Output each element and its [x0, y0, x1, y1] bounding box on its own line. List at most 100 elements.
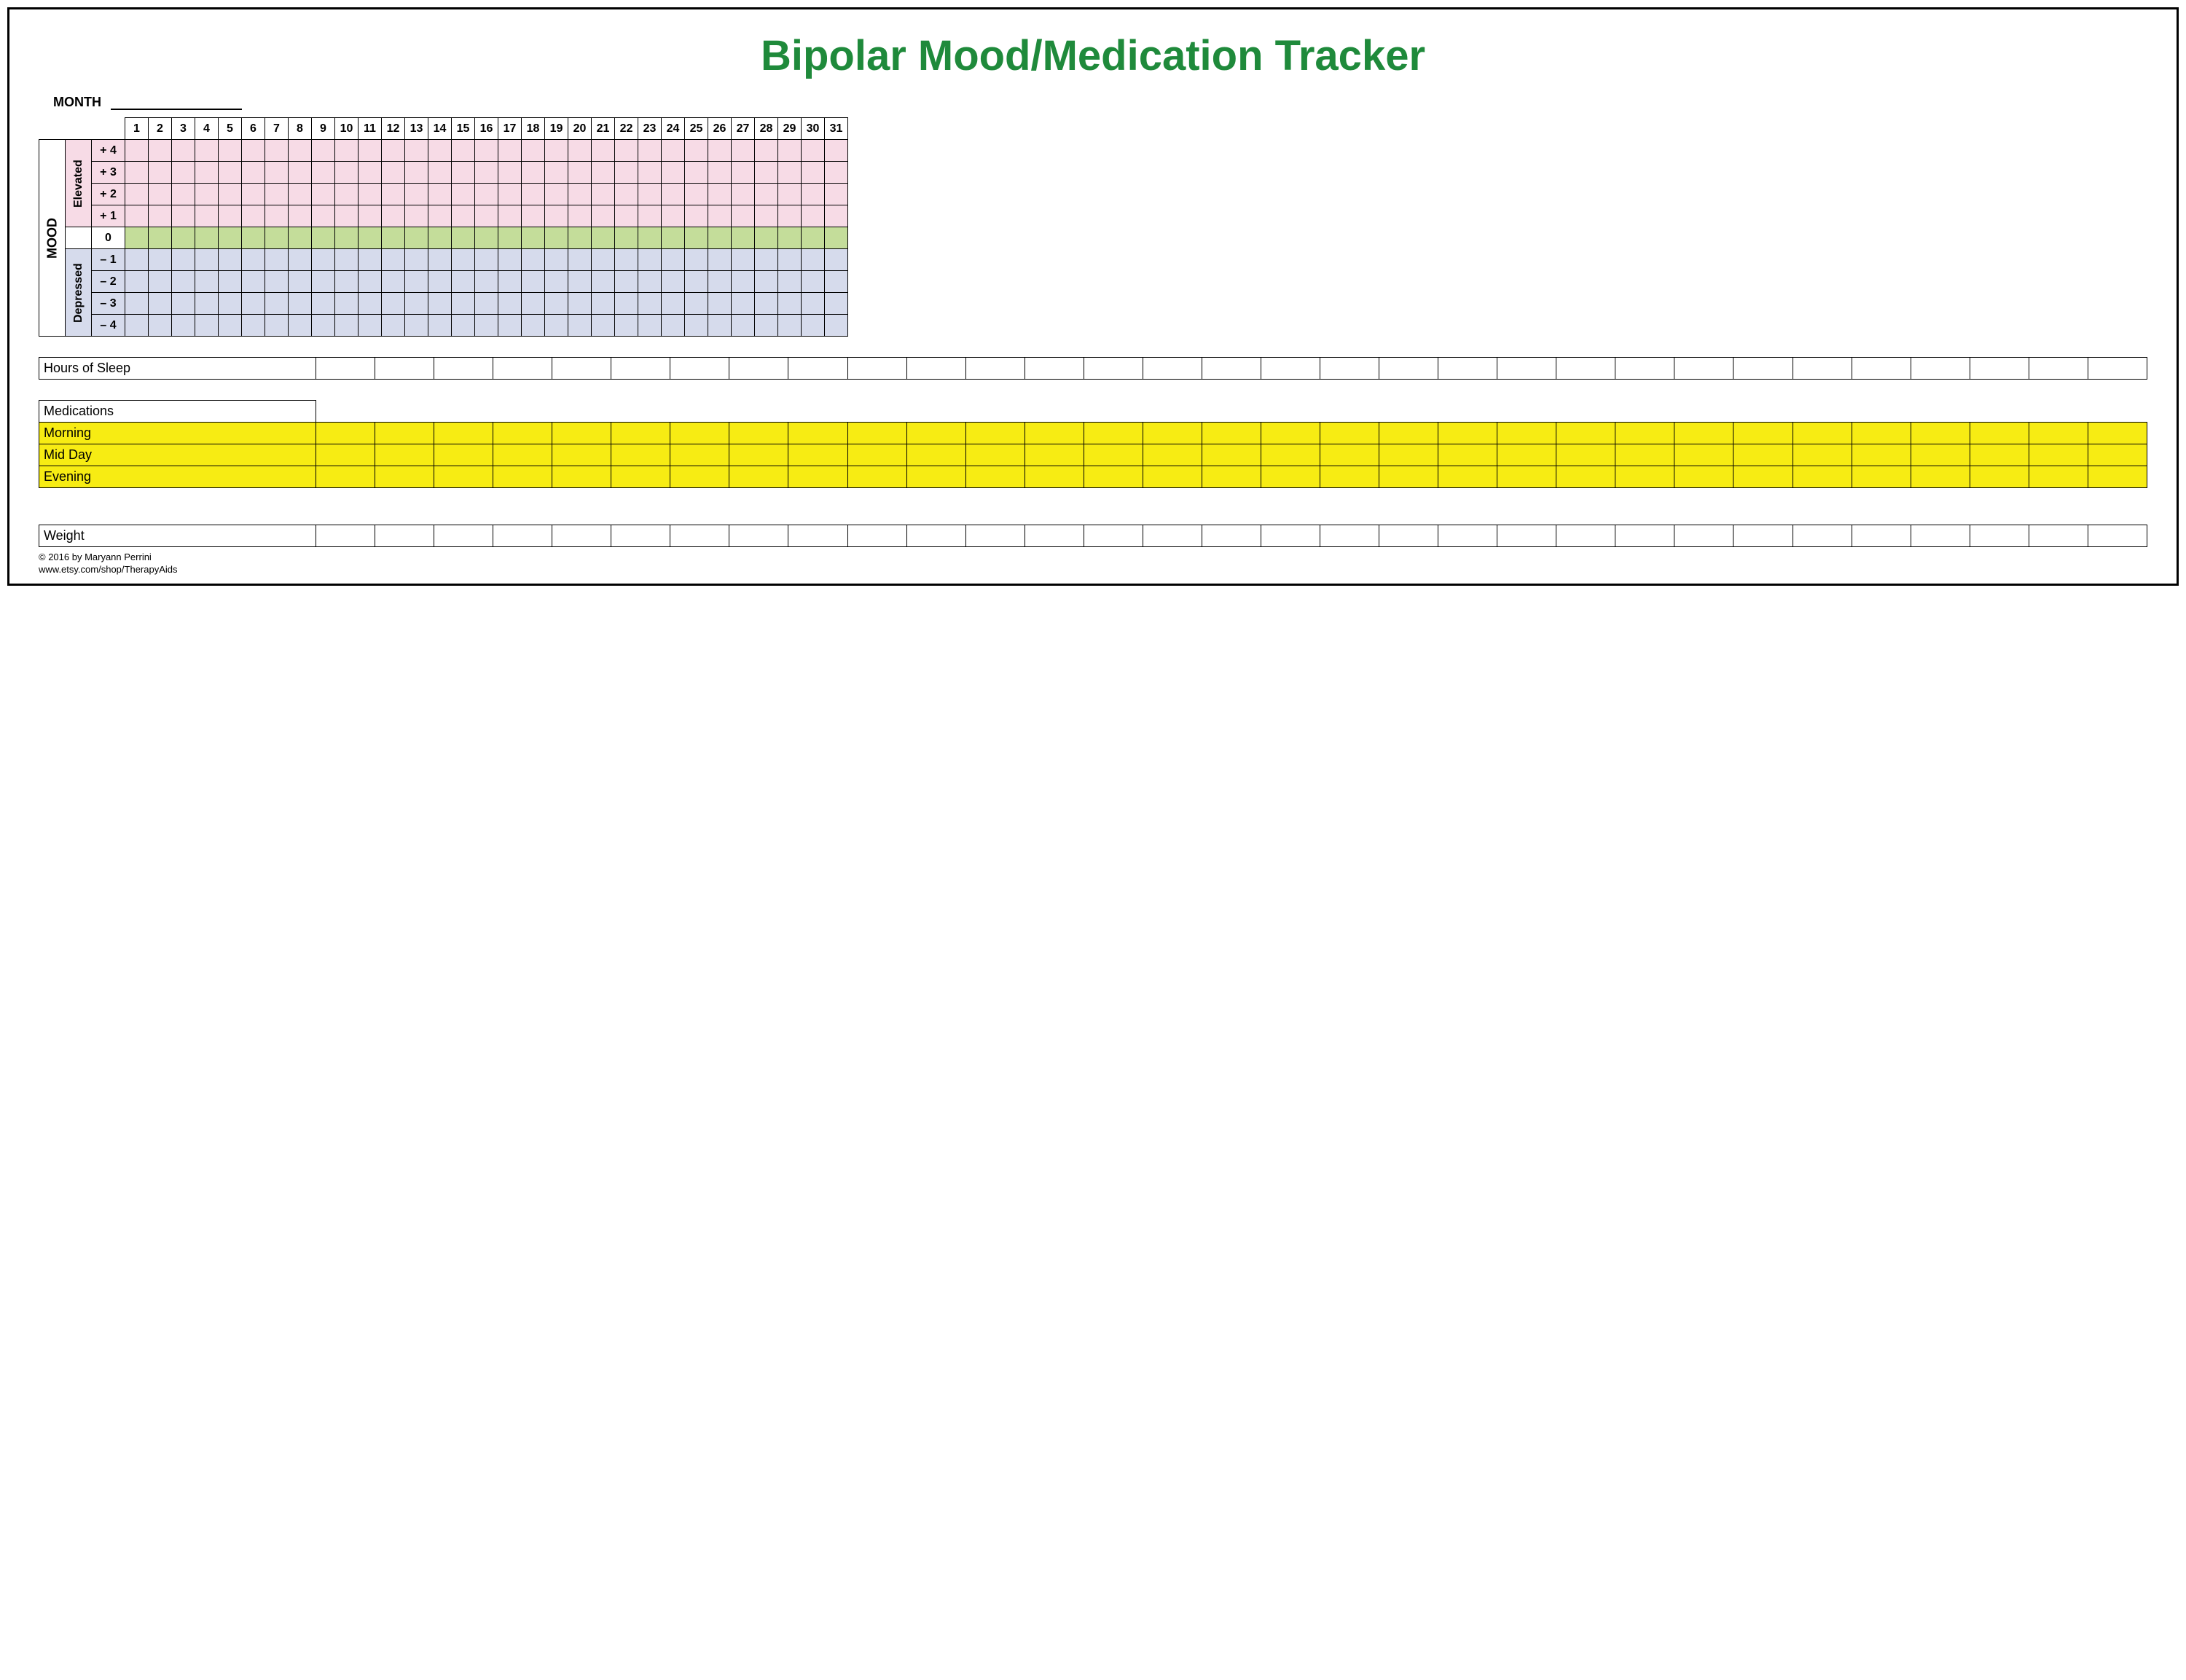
mood-elev-2-day-11[interactable]: [359, 184, 382, 205]
med-evening-day-20[interactable]: [1438, 466, 1497, 488]
weight-day-20[interactable]: [1438, 525, 1497, 547]
mood-neu-day-25[interactable]: [685, 227, 708, 249]
med-mid-day-day-24[interactable]: [1674, 444, 1733, 466]
sleep-day-11[interactable]: [906, 358, 965, 380]
mood-dep-3-day-19[interactable]: [545, 315, 568, 337]
mood-elev-1-day-23[interactable]: [638, 162, 662, 184]
med-evening-day-12[interactable]: [965, 466, 1025, 488]
med-mid-day-day-29[interactable]: [1970, 444, 2029, 466]
med-mid-day-day-22[interactable]: [1556, 444, 1615, 466]
med-morning-day-2[interactable]: [375, 423, 434, 444]
mood-elev-3-day-6[interactable]: [242, 205, 265, 227]
med-morning-day-22[interactable]: [1556, 423, 1615, 444]
med-evening-day-6[interactable]: [611, 466, 670, 488]
sleep-day-12[interactable]: [965, 358, 1025, 380]
mood-elev-2-day-22[interactable]: [615, 184, 638, 205]
mood-elev-1-day-5[interactable]: [219, 162, 242, 184]
mood-elev-1-day-10[interactable]: [335, 162, 359, 184]
mood-dep-3-day-17[interactable]: [498, 315, 522, 337]
med-mid-day-day-28[interactable]: [1911, 444, 1970, 466]
mood-elev-3-day-2[interactable]: [149, 205, 172, 227]
med-evening-day-19[interactable]: [1379, 466, 1438, 488]
med-evening-day-18[interactable]: [1320, 466, 1379, 488]
mood-elev-3-day-9[interactable]: [312, 205, 335, 227]
mood-dep-1-day-5[interactable]: [219, 271, 242, 293]
mood-elev-2-day-21[interactable]: [592, 184, 615, 205]
mood-neu-day-14[interactable]: [428, 227, 452, 249]
mood-dep-0-day-28[interactable]: [755, 249, 778, 271]
mood-elev-0-day-26[interactable]: [708, 140, 732, 162]
mood-dep-1-day-14[interactable]: [428, 271, 452, 293]
med-mid-day-day-21[interactable]: [1497, 444, 1556, 466]
mood-dep-1-day-26[interactable]: [708, 271, 732, 293]
mood-dep-2-day-12[interactable]: [382, 293, 405, 315]
mood-elev-0-day-21[interactable]: [592, 140, 615, 162]
med-mid-day-day-6[interactable]: [611, 444, 670, 466]
mood-elev-2-day-18[interactable]: [522, 184, 545, 205]
mood-dep-2-day-13[interactable]: [405, 293, 428, 315]
mood-dep-2-day-1[interactable]: [125, 293, 149, 315]
sleep-day-28[interactable]: [1911, 358, 1970, 380]
mood-dep-2-day-5[interactable]: [219, 293, 242, 315]
mood-elev-1-day-11[interactable]: [359, 162, 382, 184]
mood-dep-0-day-8[interactable]: [289, 249, 312, 271]
mood-dep-3-day-3[interactable]: [172, 315, 195, 337]
mood-elev-3-day-24[interactable]: [662, 205, 685, 227]
mood-neu-day-31[interactable]: [825, 227, 848, 249]
sleep-day-3[interactable]: [434, 358, 493, 380]
mood-dep-3-day-13[interactable]: [405, 315, 428, 337]
weight-day-15[interactable]: [1143, 525, 1202, 547]
mood-elev-2-day-30[interactable]: [802, 184, 825, 205]
mood-dep-0-day-21[interactable]: [592, 249, 615, 271]
mood-elev-0-day-14[interactable]: [428, 140, 452, 162]
mood-dep-2-day-21[interactable]: [592, 293, 615, 315]
med-morning-day-18[interactable]: [1320, 423, 1379, 444]
weight-day-11[interactable]: [906, 525, 965, 547]
mood-elev-2-day-24[interactable]: [662, 184, 685, 205]
mood-dep-1-day-21[interactable]: [592, 271, 615, 293]
med-mid-day-day-9[interactable]: [788, 444, 847, 466]
med-morning-day-28[interactable]: [1911, 423, 1970, 444]
mood-elev-3-day-10[interactable]: [335, 205, 359, 227]
mood-elev-3-day-1[interactable]: [125, 205, 149, 227]
mood-elev-2-day-16[interactable]: [475, 184, 498, 205]
mood-elev-3-day-17[interactable]: [498, 205, 522, 227]
mood-dep-3-day-12[interactable]: [382, 315, 405, 337]
mood-dep-0-day-1[interactable]: [125, 249, 149, 271]
sleep-day-22[interactable]: [1556, 358, 1615, 380]
mood-dep-3-day-30[interactable]: [802, 315, 825, 337]
mood-dep-3-day-8[interactable]: [289, 315, 312, 337]
mood-dep-3-day-28[interactable]: [755, 315, 778, 337]
mood-elev-2-day-17[interactable]: [498, 184, 522, 205]
mood-dep-0-day-12[interactable]: [382, 249, 405, 271]
med-evening-day-27[interactable]: [1852, 466, 1911, 488]
weight-day-26[interactable]: [1793, 525, 1852, 547]
mood-neu-day-9[interactable]: [312, 227, 335, 249]
mood-dep-2-day-29[interactable]: [778, 293, 802, 315]
sleep-day-17[interactable]: [1261, 358, 1320, 380]
med-mid-day-day-12[interactable]: [965, 444, 1025, 466]
med-mid-day-day-15[interactable]: [1143, 444, 1202, 466]
med-evening-day-1[interactable]: [316, 466, 375, 488]
mood-elev-1-day-24[interactable]: [662, 162, 685, 184]
mood-elev-2-day-13[interactable]: [405, 184, 428, 205]
mood-elev-1-day-2[interactable]: [149, 162, 172, 184]
med-mid-day-day-13[interactable]: [1025, 444, 1084, 466]
mood-elev-0-day-3[interactable]: [172, 140, 195, 162]
med-morning-day-13[interactable]: [1025, 423, 1084, 444]
mood-dep-0-day-2[interactable]: [149, 249, 172, 271]
mood-elev-3-day-28[interactable]: [755, 205, 778, 227]
weight-day-12[interactable]: [965, 525, 1025, 547]
sleep-day-8[interactable]: [729, 358, 788, 380]
mood-elev-1-day-25[interactable]: [685, 162, 708, 184]
mood-elev-3-day-18[interactable]: [522, 205, 545, 227]
mood-dep-1-day-4[interactable]: [195, 271, 219, 293]
weight-day-27[interactable]: [1852, 525, 1911, 547]
mood-dep-0-day-17[interactable]: [498, 249, 522, 271]
mood-neu-day-29[interactable]: [778, 227, 802, 249]
mood-dep-1-day-20[interactable]: [568, 271, 592, 293]
mood-neu-day-12[interactable]: [382, 227, 405, 249]
weight-day-3[interactable]: [434, 525, 493, 547]
med-morning-day-8[interactable]: [729, 423, 788, 444]
mood-dep-3-day-4[interactable]: [195, 315, 219, 337]
